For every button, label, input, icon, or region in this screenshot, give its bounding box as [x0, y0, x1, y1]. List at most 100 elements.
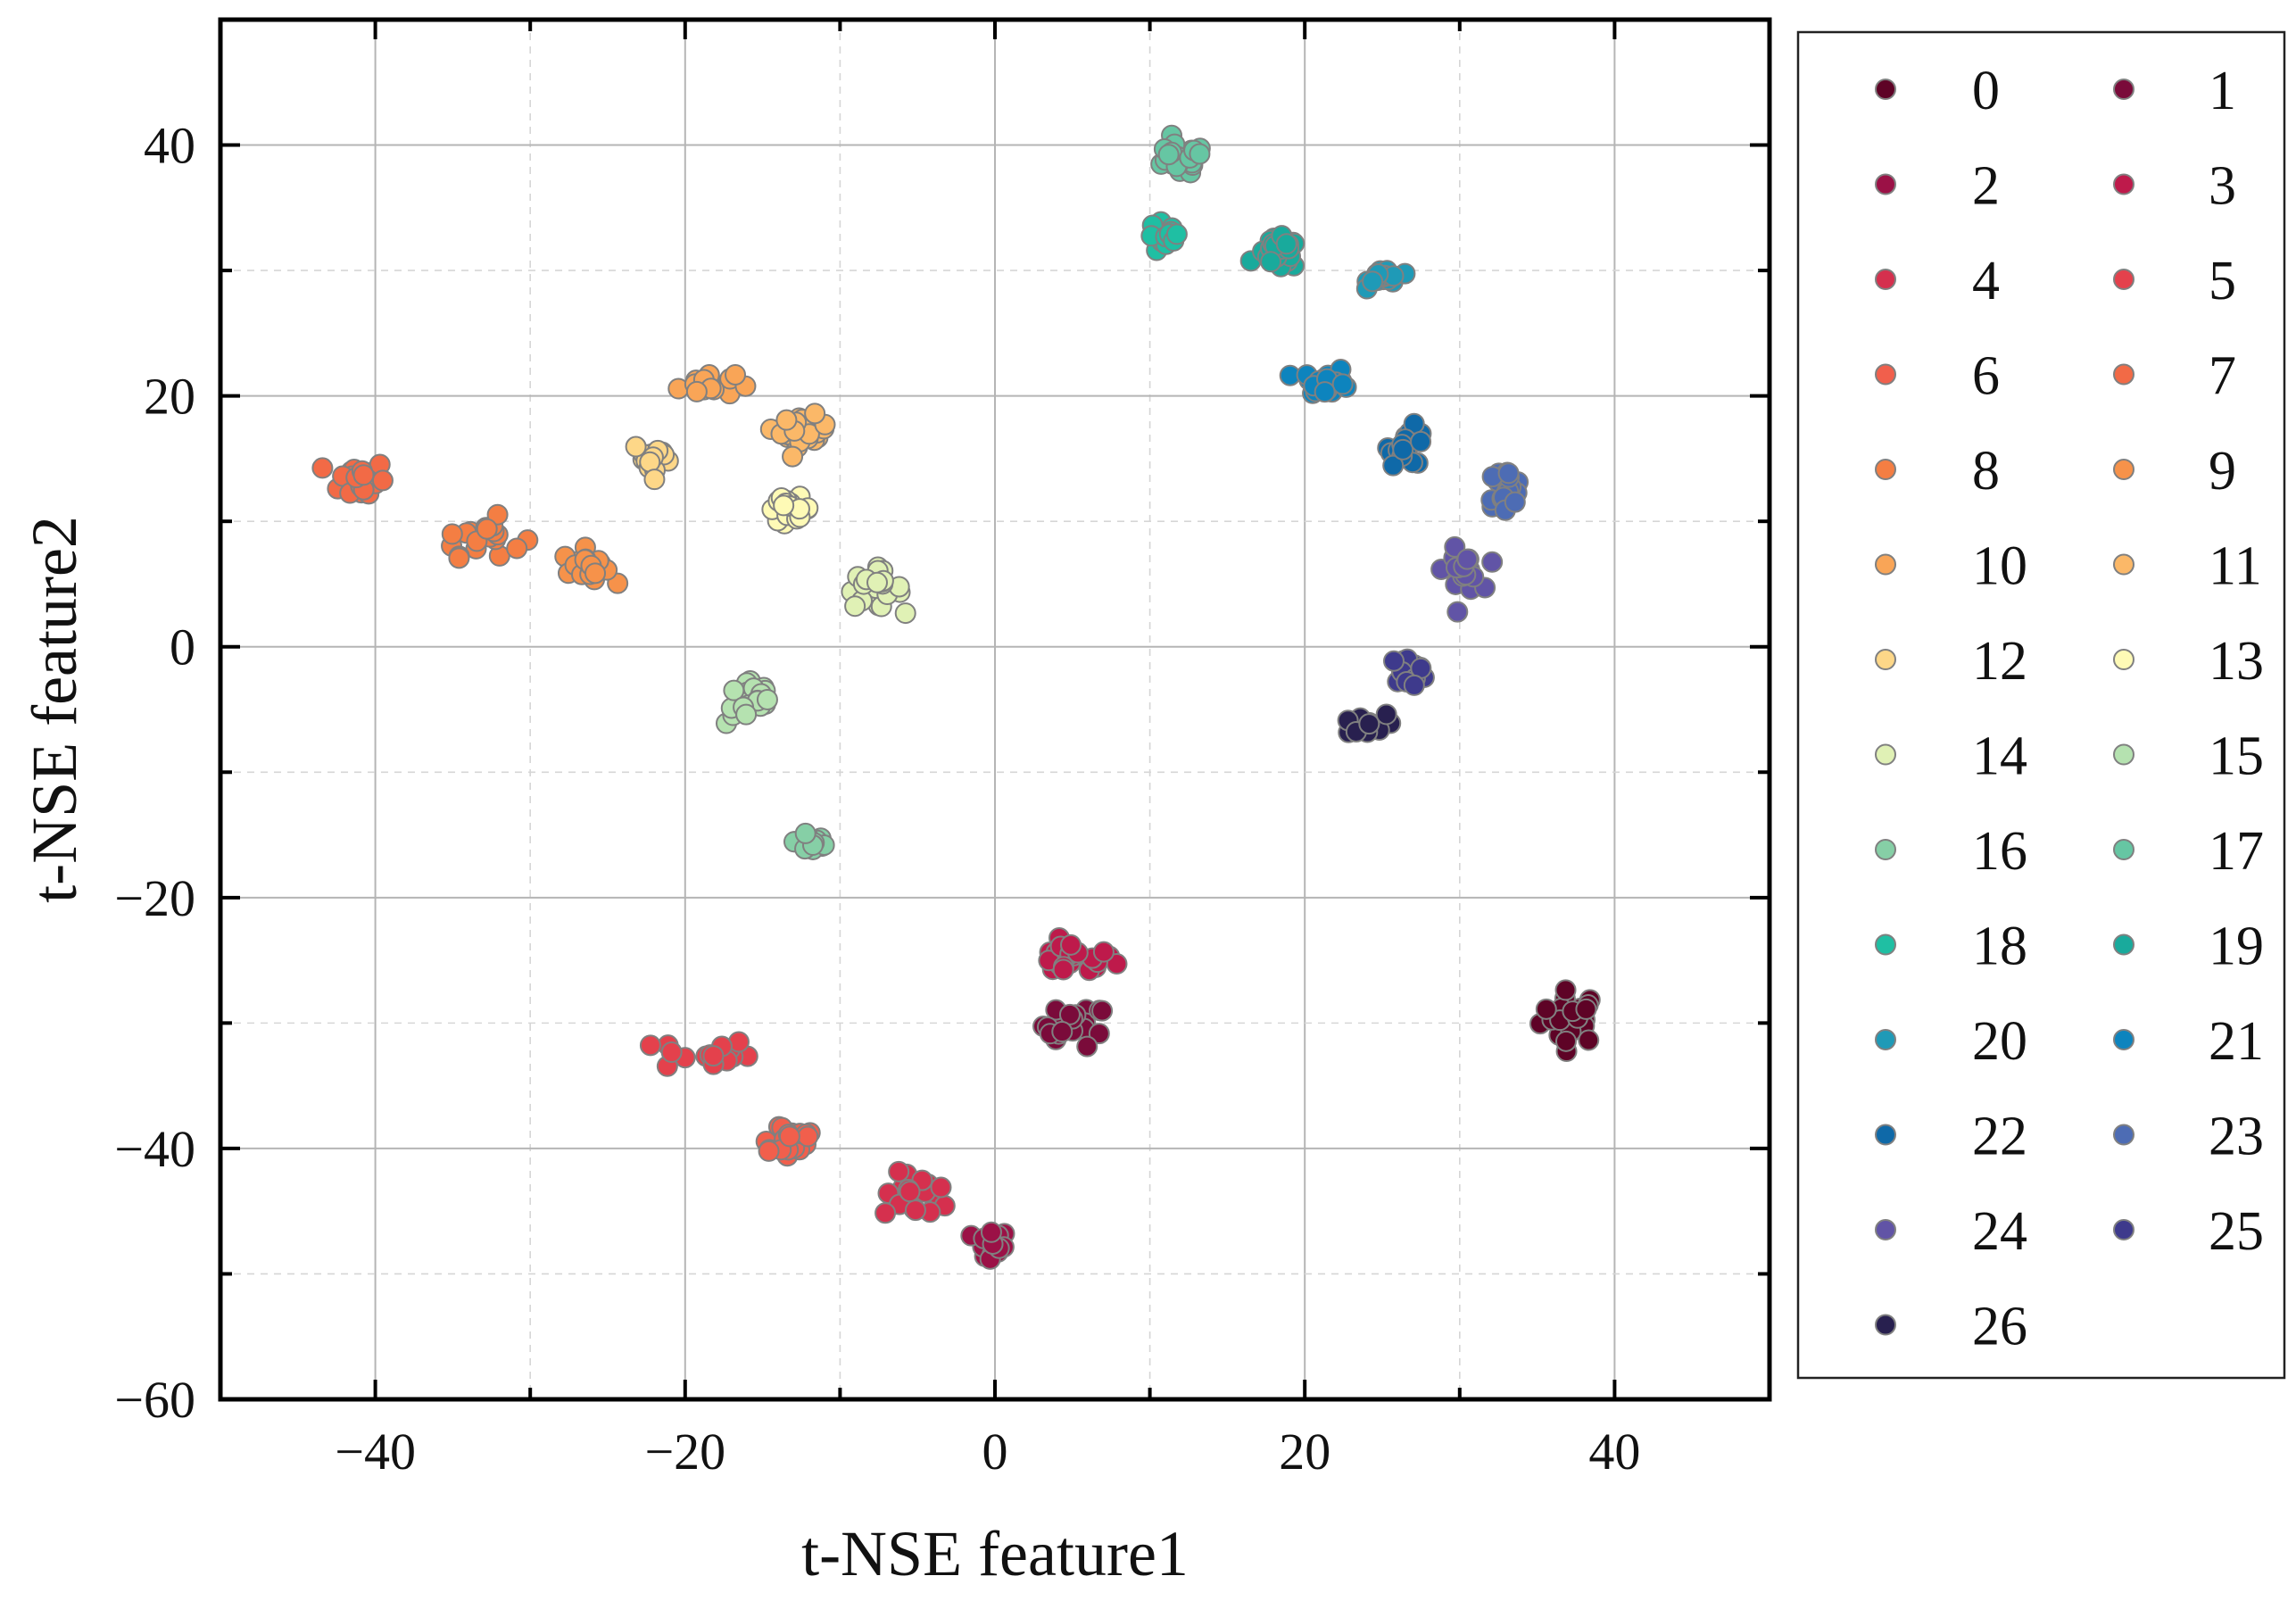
legend-marker — [1875, 553, 1896, 576]
data-point — [773, 494, 795, 517]
data-point — [723, 679, 745, 701]
legend-item-13: 13 — [2113, 631, 2264, 692]
legend-item-25: 25 — [2113, 1201, 2264, 1262]
data-point — [1091, 1000, 1114, 1022]
legend-marker — [2113, 933, 2134, 956]
data-point — [1410, 430, 1432, 452]
legend-marker — [1875, 743, 1896, 766]
data-point — [904, 1199, 926, 1222]
series-4 — [874, 1160, 956, 1224]
y-axis-title: t-NSE feature2 — [19, 516, 90, 903]
data-point — [980, 1221, 1002, 1243]
legend-marker — [1875, 79, 1896, 100]
series-5 — [639, 1031, 758, 1077]
legend-item-21: 21 — [2113, 1011, 2264, 1072]
legend-item-20: 20 — [1875, 1011, 2027, 1072]
x-tick-label: −20 — [644, 1423, 725, 1481]
data-point — [804, 402, 826, 425]
data-point — [1088, 1023, 1110, 1045]
data-point — [888, 1160, 910, 1182]
legend-marker — [2113, 269, 2134, 290]
legend-marker — [1875, 933, 1896, 956]
legend-label: 1 — [2209, 61, 2236, 121]
data-point — [1575, 998, 1597, 1020]
legend-label: 18 — [1972, 917, 2027, 977]
series-6 — [755, 1116, 821, 1167]
legend-label: 5 — [2209, 251, 2236, 311]
legend-marker — [1875, 649, 1896, 670]
series-21 — [1279, 359, 1357, 404]
data-point — [1504, 491, 1526, 513]
series-24 — [1430, 535, 1504, 623]
series-17 — [1150, 124, 1211, 184]
x-tick-label: 40 — [1588, 1423, 1640, 1481]
legend-label: 16 — [1972, 821, 2027, 882]
y-tick-label: −40 — [114, 1120, 195, 1178]
legend-label: 25 — [2209, 1201, 2264, 1262]
legend-label: 2 — [1972, 156, 2000, 217]
legend-item-11: 11 — [2113, 536, 2262, 597]
data-point — [1052, 958, 1074, 981]
data-point — [1578, 1029, 1600, 1051]
legend-label: 24 — [1972, 1201, 2027, 1262]
y-tick-label: 20 — [144, 368, 195, 426]
legend-label: 14 — [1972, 726, 2027, 787]
legend-item-26: 26 — [1875, 1297, 2027, 1357]
legend-item-4: 4 — [1875, 251, 2000, 311]
data-point — [486, 503, 509, 526]
legend-label: 10 — [1972, 536, 2027, 597]
data-point — [1554, 979, 1577, 1001]
series-1 — [1032, 999, 1114, 1058]
data-point — [782, 445, 804, 468]
legend-item-19: 19 — [2113, 917, 2264, 977]
data-point — [756, 688, 778, 710]
legend-marker — [2113, 173, 2134, 195]
legend-item-1: 1 — [2113, 61, 2236, 121]
legend-marker — [2113, 839, 2134, 860]
data-point — [685, 380, 708, 402]
series-26 — [1337, 703, 1402, 743]
data-point — [844, 595, 866, 618]
data-point — [476, 518, 498, 540]
data-point — [1314, 381, 1336, 403]
data-point — [735, 703, 758, 726]
data-point — [1535, 998, 1557, 1020]
legend-item-24: 24 — [1875, 1201, 2027, 1262]
legend-item-12: 12 — [1875, 631, 2027, 692]
legend-item-22: 22 — [1875, 1107, 2027, 1167]
data-point — [1189, 143, 1211, 165]
legend-label: 6 — [1972, 346, 2000, 407]
legend-marker — [1875, 839, 1896, 860]
legend-label: 4 — [1972, 251, 2000, 311]
y-tick-label: 40 — [144, 117, 195, 175]
data-point — [625, 436, 647, 458]
y-tick-label: 0 — [170, 618, 195, 676]
series-3 — [1038, 926, 1128, 982]
data-point — [797, 1125, 819, 1148]
legend-marker — [1875, 173, 1896, 195]
data-point — [352, 464, 375, 486]
legend-marker — [2113, 1124, 2134, 1146]
legend-marker — [2113, 363, 2134, 386]
data-point — [1331, 373, 1354, 395]
legend-label: 15 — [2209, 726, 2264, 787]
data-point — [1260, 251, 1282, 273]
series-11 — [759, 402, 836, 468]
series-12 — [625, 436, 679, 491]
data-point — [1051, 1021, 1073, 1043]
series-7 — [311, 453, 394, 505]
x-tick-label: 20 — [1279, 1423, 1330, 1481]
data-point — [702, 1045, 725, 1067]
data-point — [1497, 462, 1520, 485]
legend-item-16: 16 — [1875, 821, 2027, 882]
data-point — [1076, 1035, 1098, 1058]
series-8 — [441, 503, 539, 569]
data-point — [1157, 144, 1180, 166]
data-point — [643, 469, 666, 491]
data-point — [794, 822, 816, 844]
y-tick-label: −60 — [114, 1371, 195, 1429]
legend-item-7: 7 — [2113, 346, 2236, 407]
series-10 — [667, 363, 757, 405]
series-15 — [715, 670, 778, 734]
